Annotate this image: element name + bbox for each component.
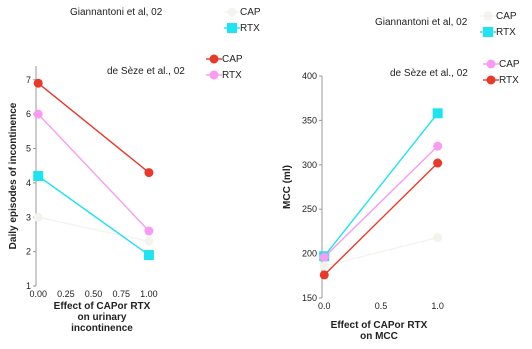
legend-marker [209,54,219,64]
x-tick-label: 0.50 [85,289,103,299]
y-tick-label: 1 [26,281,31,291]
series-line [37,113,150,232]
legend-group-title: Giannantoni et al, 02 [375,17,468,28]
x-axis-label: Effect of CAPor RTX [331,320,428,331]
y-axis-label: MCC (ml) [282,165,293,209]
legend-entry: CAP [499,59,520,70]
data-point [433,233,443,243]
data-point [33,109,43,119]
data-point [144,226,154,236]
legend-marker [227,7,237,17]
legend-entry: RTX [222,70,242,81]
legend-entry: CAP [240,7,261,18]
y-tick-label: 5 [26,144,31,154]
y-tick-label: 350 [302,115,317,125]
series-line [323,145,439,258]
y-tick-label: 150 [302,293,317,303]
x-axis-label: incontinence [71,323,133,334]
x-tick-label: 1.00 [140,289,158,299]
legend-marker [483,27,493,37]
legend-group-title: de Sèze et al., 02 [107,66,185,77]
x-axis-label: on urinary [78,312,127,323]
data-point [144,236,154,246]
y-tick-label: 400 [302,71,317,81]
y-axis-label: Daily episodes of incontinence [8,102,19,249]
data-point [33,78,43,88]
data-point [433,158,443,168]
legend-marker [209,70,219,80]
legend-marker [227,23,237,33]
series-line [323,162,439,276]
legend-marker [486,75,496,85]
legend-entry: RTX [496,27,516,38]
data-point [33,171,44,181]
data-point [144,168,154,178]
x-tick-label: 0.5 [375,301,388,311]
data-point [319,261,329,271]
x-tick-label: 0.25 [57,289,75,299]
y-tick-label: 250 [302,204,317,214]
chart-panel-mcc: 150 200 250 300 350 400 0.0 0.5 1.0 MCC (ml) Effec… [282,11,520,342]
x-tick-label: 0.75 [112,289,130,299]
y-tick-label: 4 [26,178,31,188]
legend-entry: RTX [240,23,260,34]
series-line [37,82,150,174]
y-tick-label: 300 [302,160,317,170]
legend-group-title: de Sèze et al., 02 [390,68,468,79]
y-tick-label: 2 [26,247,31,257]
data-point [33,212,43,222]
legend-marker [486,59,496,69]
legend-group-title: Giannantoni et al, 02 [70,7,163,18]
x-axis-label: Effect of CAPor RTX [54,301,151,312]
x-tick-label: 0.00 [29,289,47,299]
series-line [37,175,150,256]
data-point [319,270,329,280]
series-line [324,236,438,267]
y-tick-label: 6 [26,109,31,119]
y-tick-label: 7 [26,75,31,85]
legend-entry: CAP [222,54,243,65]
legend-entry: CAP [496,11,517,22]
legend-marker [483,11,493,21]
x-axis-label: on MCC [360,331,398,342]
series-line [38,216,150,242]
data-point [433,141,443,151]
data-point [432,108,443,119]
y-tick-label: 3 [26,212,31,222]
chart-panel-incontinence: 1 2 3 4 5 6 7 0.00 0.25 0.50 0.75 1.00 Daily episode… [8,7,261,334]
data-point [319,252,329,262]
data-point [143,250,154,261]
x-tick-label: 1.0 [431,301,444,311]
x-tick-label: 0.0 [318,301,331,311]
legend-entry: RTX [499,75,519,86]
y-tick-label: 200 [302,249,317,259]
series-line [323,112,439,257]
